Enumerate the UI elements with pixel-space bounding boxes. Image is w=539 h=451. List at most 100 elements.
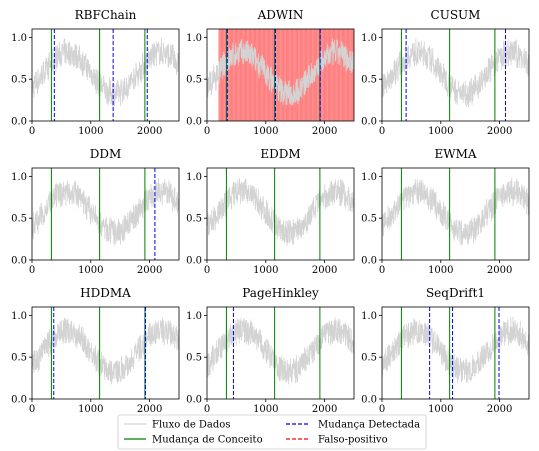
plot-area xyxy=(207,168,354,260)
legend-label-detected: Mudança Detectada xyxy=(318,420,420,431)
y-tick-label: 0.0 xyxy=(186,117,202,128)
subplot-title: EDDM xyxy=(260,147,300,161)
x-tick-label: 0 xyxy=(29,126,35,137)
y-tick-label: 0.5 xyxy=(11,214,27,225)
y-tick-label: 0.0 xyxy=(361,117,377,128)
y-tick-label: 0.5 xyxy=(361,75,377,86)
subplot-title: PageHinkley xyxy=(242,286,319,300)
data-stream-series xyxy=(207,38,354,106)
x-tick-label: 0 xyxy=(379,404,385,415)
axes-frame xyxy=(381,28,530,122)
x-tick-label: 0 xyxy=(29,265,35,276)
y-tick-label: 0.5 xyxy=(11,353,27,364)
legend: Fluxo de Dados Mudança de Conceito Mudan… xyxy=(117,414,427,450)
x-tick-label: 2000 xyxy=(137,126,162,137)
subplot-title: HDDMA xyxy=(80,286,131,300)
y-tick-label: 1.0 xyxy=(361,172,377,183)
y-tick-label: 0.5 xyxy=(186,353,202,364)
subplot: EDDM 0 1000 2000 0.0 0.5 1.0 xyxy=(186,147,355,276)
plot-area xyxy=(382,168,529,260)
legend-label-concept: Mudança de Conceito xyxy=(152,435,263,446)
x-tick-label: 1000 xyxy=(253,126,278,137)
plot-area xyxy=(32,29,179,121)
y-tick-label: 0.5 xyxy=(361,353,377,364)
x-tick-label: 2000 xyxy=(487,265,512,276)
data-stream-series xyxy=(32,317,179,385)
subplot: CUSUM 0 1000 2000 0.0 0.5 1.0 xyxy=(361,8,530,137)
x-tick-label: 2000 xyxy=(312,265,337,276)
subplot-title: DDM xyxy=(90,147,122,161)
subplot-grid: RBFChain 0 1000 2000 0.0 0.5 1.0 ADWIN 0 1000 2000… xyxy=(11,8,530,415)
y-tick-label: 0.5 xyxy=(186,214,202,225)
data-stream-series xyxy=(382,316,529,384)
x-tick-label: 1000 xyxy=(253,265,278,276)
axes-frame xyxy=(31,28,180,122)
x-tick-label: 1000 xyxy=(428,265,453,276)
x-tick-label: 0 xyxy=(204,404,210,415)
subplot-title: ADWIN xyxy=(257,8,304,22)
plot-area xyxy=(32,168,179,260)
y-tick-label: 0.0 xyxy=(186,395,202,406)
axes-frame xyxy=(206,28,355,122)
subplot: EWMA 0 1000 2000 0.0 0.5 1.0 xyxy=(361,147,530,276)
x-tick-label: 1000 xyxy=(78,404,103,415)
x-tick-label: 0 xyxy=(204,126,210,137)
x-tick-label: 2000 xyxy=(487,404,512,415)
subplot: PageHinkley 0 1000 2000 0.0 0.5 1.0 xyxy=(186,286,355,415)
plot-area xyxy=(382,29,529,121)
x-tick-label: 2000 xyxy=(137,265,162,276)
subplot-title: RBFChain xyxy=(75,8,137,22)
y-tick-label: 1.0 xyxy=(11,172,27,183)
data-stream-series xyxy=(382,38,529,108)
x-tick-label: 0 xyxy=(379,126,385,137)
subplot: HDDMA 0 1000 2000 0.0 0.5 1.0 xyxy=(11,286,180,415)
y-tick-label: 1.0 xyxy=(361,311,377,322)
subplot: ADWIN 0 1000 2000 0.0 0.5 1.0 xyxy=(186,8,355,137)
axes-frame xyxy=(206,167,355,261)
axes-frame xyxy=(31,167,180,261)
y-tick-label: 0.0 xyxy=(11,256,27,267)
x-tick-label: 1000 xyxy=(428,404,453,415)
x-tick-label: 0 xyxy=(204,265,210,276)
data-stream-series xyxy=(32,38,179,108)
x-tick-label: 2000 xyxy=(312,404,337,415)
x-tick-label: 0 xyxy=(379,265,385,276)
subplot: SeqDrift1 0 1000 2000 0.0 0.5 1.0 xyxy=(361,286,530,415)
data-stream-series xyxy=(207,316,354,385)
y-tick-label: 0.5 xyxy=(361,214,377,225)
axes-frame xyxy=(381,167,530,261)
subplot-title: SeqDrift1 xyxy=(426,286,485,300)
x-tick-label: 1000 xyxy=(78,126,103,137)
subplot: DDM 0 1000 2000 0.0 0.5 1.0 xyxy=(11,147,180,276)
y-tick-label: 0.0 xyxy=(186,256,202,267)
y-tick-label: 1.0 xyxy=(11,311,27,322)
y-tick-label: 0.5 xyxy=(11,75,27,86)
x-tick-label: 1000 xyxy=(428,126,453,137)
subplot-title: EWMA xyxy=(434,147,476,161)
x-tick-label: 2000 xyxy=(137,404,162,415)
legend-label-false-positive: Falso-positivo xyxy=(318,435,388,446)
legend-frame xyxy=(117,414,427,450)
x-tick-label: 0 xyxy=(29,404,35,415)
y-tick-label: 0.0 xyxy=(11,117,27,128)
subplot-title: CUSUM xyxy=(431,8,481,22)
axes-frame xyxy=(381,306,530,400)
y-tick-label: 0.0 xyxy=(11,395,27,406)
data-stream-series xyxy=(207,178,354,246)
plot-area xyxy=(207,307,354,399)
plot-area xyxy=(382,307,529,399)
data-stream-series xyxy=(32,177,179,246)
y-tick-label: 0.5 xyxy=(186,75,202,86)
x-tick-label: 1000 xyxy=(78,265,103,276)
y-tick-label: 1.0 xyxy=(361,33,377,44)
y-tick-label: 1.0 xyxy=(11,33,27,44)
data-stream-series xyxy=(382,177,529,246)
plot-area xyxy=(32,307,179,399)
axes-frame xyxy=(206,306,355,400)
x-tick-label: 2000 xyxy=(487,126,512,137)
subplot: RBFChain 0 1000 2000 0.0 0.5 1.0 xyxy=(11,8,180,137)
y-tick-label: 0.0 xyxy=(361,395,377,406)
legend-label-stream: Fluxo de Dados xyxy=(152,420,230,431)
axes-frame xyxy=(31,306,180,400)
